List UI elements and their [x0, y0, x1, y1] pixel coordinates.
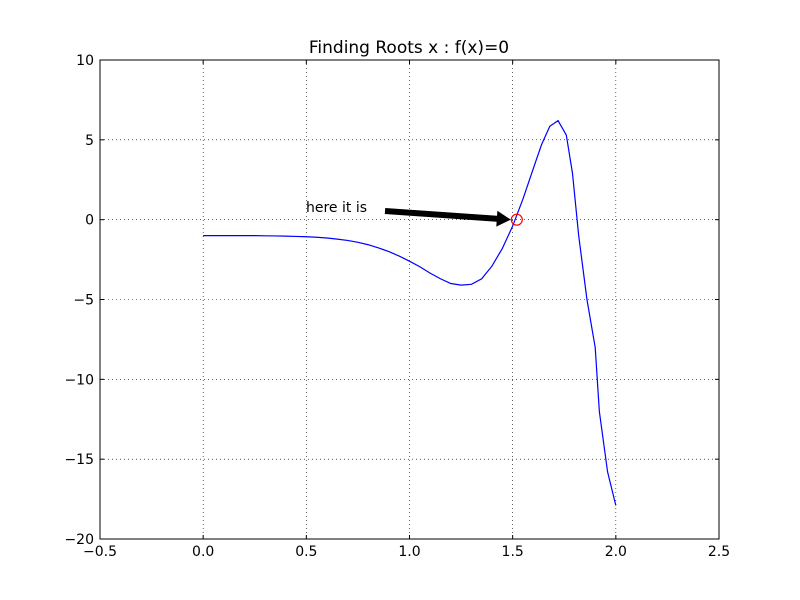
- x-tick-label: 1.0: [398, 544, 420, 560]
- y-tick-label: 0: [85, 213, 94, 229]
- annotation-arrow: [384, 208, 511, 227]
- y-tick-label: 5: [85, 133, 94, 149]
- y-tick-label: 10: [76, 53, 94, 69]
- chart-title: Finding Roots x : f(x)=0: [309, 38, 509, 58]
- x-tick-label: 0.0: [192, 544, 214, 560]
- y-tick-label: −10: [64, 372, 94, 388]
- x-tick-label: 0.5: [295, 544, 317, 560]
- y-tick-label: −5: [73, 293, 94, 309]
- x-tick-label: 2.0: [605, 544, 627, 560]
- data-line: [203, 119, 617, 506]
- y-tick-label: −20: [64, 532, 94, 548]
- root-marker: [510, 213, 523, 226]
- plot: −0.5 0.0 0.5 1.0 1.5 2.0 2.5 −20 −15 −10 −5 0 5 10 her…: [64, 53, 730, 560]
- x-tick-label: 2.5: [708, 544, 730, 560]
- x-tick-label: 1.5: [502, 544, 524, 560]
- x-tick-label: −0.5: [83, 544, 117, 560]
- annotation-text: here it is: [306, 200, 367, 216]
- y-tick-label: −15: [64, 452, 94, 468]
- axes-frame: [99, 59, 720, 540]
